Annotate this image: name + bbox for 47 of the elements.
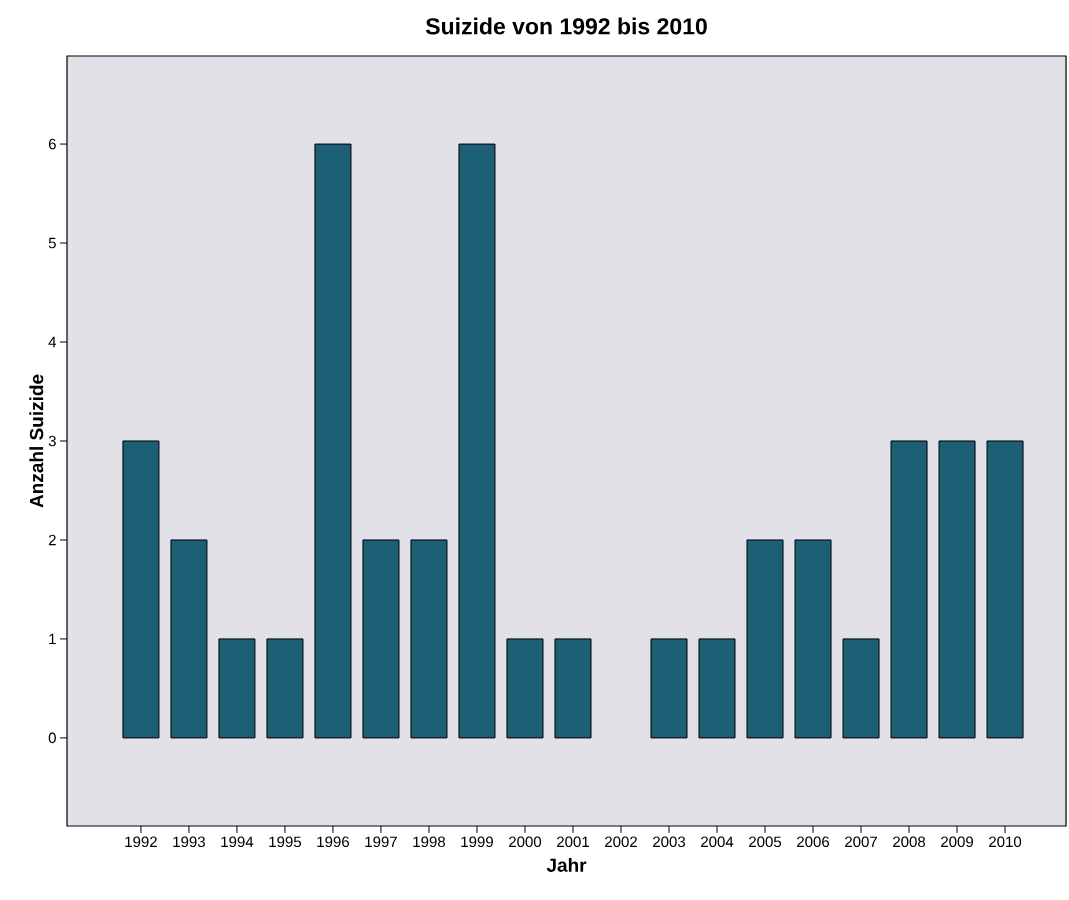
bar — [746, 539, 784, 739]
bar — [554, 638, 592, 739]
x-tick-label: 2004 — [701, 836, 734, 848]
y-tick-label: 3 — [48, 435, 56, 447]
bar — [650, 638, 688, 739]
bar — [458, 143, 496, 739]
bar — [266, 638, 304, 739]
x-tick-label: 1994 — [221, 836, 254, 848]
bar — [938, 440, 976, 739]
bar — [122, 440, 160, 739]
x-tick-label: 2001 — [557, 836, 589, 848]
bar — [170, 539, 208, 739]
x-tick-label: 1996 — [317, 836, 349, 848]
x-tick-label: 1992 — [125, 836, 157, 848]
x-tick-label: 2008 — [893, 836, 926, 848]
x-tick-label: 1999 — [461, 836, 493, 848]
x-tick-label: 2009 — [941, 836, 973, 848]
x-tick-label: 2002 — [605, 836, 637, 848]
bar — [890, 440, 928, 739]
y-tick-label: 4 — [48, 336, 57, 348]
y-tick-label: 6 — [48, 138, 56, 150]
x-tick-label: 2005 — [749, 836, 782, 848]
x-tick-label: 1993 — [173, 836, 205, 848]
x-tick-label: 1995 — [269, 836, 302, 848]
x-tick-label: 1997 — [365, 836, 397, 848]
x-axis-title: Jahr — [546, 857, 587, 872]
bar — [794, 539, 832, 739]
y-tick-label: 0 — [48, 732, 56, 744]
y-axis-title: Anzahl Suizide — [29, 374, 44, 508]
y-tick-label: 5 — [48, 237, 56, 249]
bar — [410, 539, 448, 739]
bar — [362, 539, 400, 739]
bar — [698, 638, 736, 739]
x-tick-label: 2006 — [797, 836, 830, 848]
bar — [842, 638, 880, 739]
x-tick-label: 2007 — [845, 836, 877, 848]
bar — [506, 638, 544, 739]
x-tick-label: 1998 — [413, 836, 445, 848]
x-tick-label: 2003 — [653, 836, 686, 848]
x-tick-label: 2000 — [509, 836, 542, 848]
chart-title: Suizide von 1992 bis 2010 — [425, 17, 707, 35]
y-tick-label: 2 — [48, 534, 56, 546]
bar — [314, 143, 352, 739]
y-tick-label: 1 — [49, 633, 56, 645]
bar — [986, 440, 1024, 739]
bar — [218, 638, 256, 739]
x-tick-label: 2010 — [989, 836, 1022, 848]
